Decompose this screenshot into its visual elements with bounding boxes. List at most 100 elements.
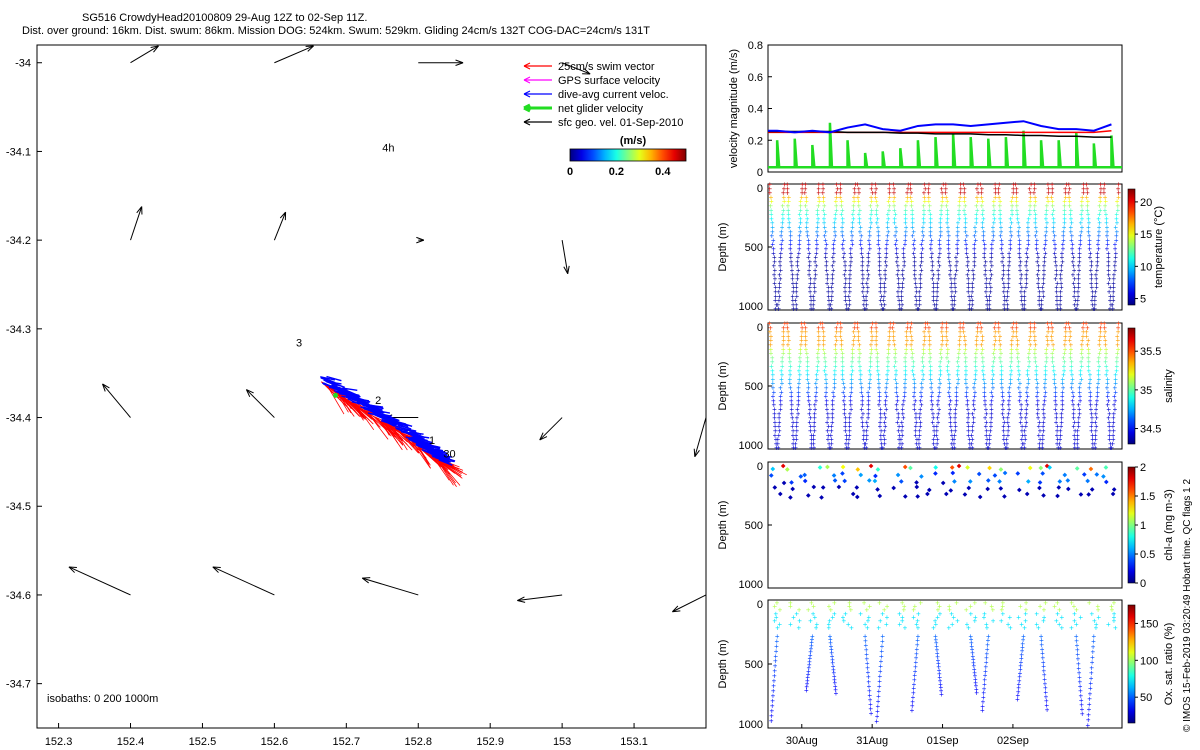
profile-datapoint: + [867, 236, 872, 245]
profile-datapoint: ◆ [903, 494, 908, 500]
profile-datapoint: + [892, 197, 897, 206]
profile-datapoint: + [811, 305, 816, 314]
profile-datapoint: + [931, 296, 936, 305]
profile-datapoint: + [816, 214, 821, 223]
geo-vector [362, 577, 419, 596]
profile-datapoint: + [883, 275, 888, 284]
swim-vector [402, 433, 419, 451]
profile-datapoint: ◆ [873, 478, 878, 484]
profile-datapoint: ◆ [803, 478, 808, 484]
profile-datapoint: + [841, 236, 846, 245]
profile-datapoint: + [859, 232, 864, 241]
profile-datapoint: + [850, 240, 855, 249]
profile-datapoint: ◆ [788, 495, 793, 501]
profile-datapoint: + [966, 266, 971, 275]
profile-colorbar-tick-label: 10 [1140, 261, 1152, 273]
map-y-tick-label: -34.6 [6, 590, 31, 602]
profile-datapoint: + [929, 236, 934, 245]
profile-datapoint: + [770, 223, 775, 232]
profile-datapoint: + [869, 197, 874, 206]
profile-datapoint: + [843, 262, 848, 271]
profile-datapoint: + [993, 193, 998, 202]
profile-datapoint: + [848, 266, 853, 275]
profile-datapoint: + [817, 197, 822, 206]
profile-datapoint: + [934, 300, 939, 309]
profile-datapoint: + [944, 202, 949, 211]
profile-datapoint: ◆ [963, 492, 968, 498]
profile-y-tick-label: 1000 [739, 719, 763, 731]
profile-datapoint: + [785, 189, 790, 198]
profile-datapoint: + [815, 223, 820, 232]
profile-datapoint: + [911, 249, 916, 258]
profile-datapoint: + [856, 197, 861, 206]
profile-datapoint: + [901, 275, 906, 284]
profile-datapoint: + [955, 240, 960, 249]
profile-datapoint: + [815, 232, 820, 241]
profile-datapoint: + [900, 300, 905, 309]
profile-datapoint: + [929, 253, 934, 262]
profile-datapoint: ◆ [769, 473, 774, 479]
profile-datapoint: + [778, 275, 783, 284]
profile-datapoint: + [903, 206, 908, 215]
profile-datapoint: + [787, 219, 792, 228]
profile-datapoint: + [816, 184, 821, 193]
legend-label: GPS surface velocity [558, 75, 661, 87]
profile-datapoint: + [932, 300, 937, 309]
net-velocity-marker [333, 392, 339, 398]
profile-datapoint: + [861, 300, 866, 309]
profile-datapoint: + [866, 270, 871, 279]
profile-datapoint: + [796, 266, 801, 275]
profile-datapoint: + [812, 283, 817, 292]
profile-datapoint: + [857, 214, 862, 223]
profile-datapoint: + [962, 197, 967, 206]
profile-datapoint: + [844, 300, 849, 309]
profile-datapoint: + [869, 210, 874, 219]
profile-datapoint: + [805, 227, 810, 236]
profile-datapoint: + [830, 253, 835, 262]
profile-datapoint: + [897, 283, 902, 292]
profile-datapoint: + [962, 184, 967, 193]
profile-datapoint: + [805, 219, 810, 228]
profile-datapoint: + [903, 227, 908, 236]
profile-ylabel: Depth (m) [717, 640, 729, 689]
profile-datapoint: + [918, 270, 923, 279]
profile-datapoint: ◆ [1082, 472, 1087, 478]
profile-datapoint: ◆ [837, 484, 842, 490]
profile-datapoint: + [841, 219, 846, 228]
profile-datapoint: + [773, 296, 778, 305]
geo-vector-head [539, 432, 548, 441]
geo-vector [130, 206, 143, 241]
profile-datapoint: + [980, 706, 985, 715]
profile-datapoint: + [850, 223, 855, 232]
profile-datapoint: + [788, 227, 793, 236]
profile-datapoint: + [829, 305, 834, 314]
profile-datapoint: + [945, 219, 950, 228]
profile-datapoint: ◆ [858, 473, 863, 479]
profile-datapoint: + [965, 270, 970, 279]
profile-datapoint: ◆ [875, 487, 880, 493]
profile-datapoint: + [975, 197, 980, 206]
profile-datapoint: + [797, 232, 802, 241]
profile-datapoint: + [963, 202, 968, 211]
profile-datapoint: + [910, 223, 915, 232]
profile-datapoint: + [791, 300, 796, 309]
profile-datapoint: + [971, 266, 976, 275]
profile-colorbar-label: temperature (°C) [1153, 206, 1165, 288]
profile-datapoint: + [928, 214, 933, 223]
dac-vector [410, 436, 422, 441]
profile-datapoint: + [804, 686, 809, 695]
profile-datapoint: + [799, 193, 804, 202]
profile-datapoint: + [859, 245, 864, 254]
profile-datapoint: + [874, 206, 879, 215]
profile-datapoint: + [843, 266, 848, 275]
swim-vector [349, 401, 370, 421]
profile-datapoint: + [991, 616, 996, 625]
profile-datapoint: + [822, 232, 827, 241]
profile-datapoint: + [920, 236, 925, 245]
profile-datapoint: ◆ [790, 487, 795, 493]
profile-datapoint: + [926, 184, 931, 193]
profile-datapoint: + [939, 227, 944, 236]
map-y-tick-label: -34.2 [6, 235, 31, 247]
profile-datapoint: + [767, 184, 772, 193]
profile-datapoint: + [884, 262, 889, 271]
